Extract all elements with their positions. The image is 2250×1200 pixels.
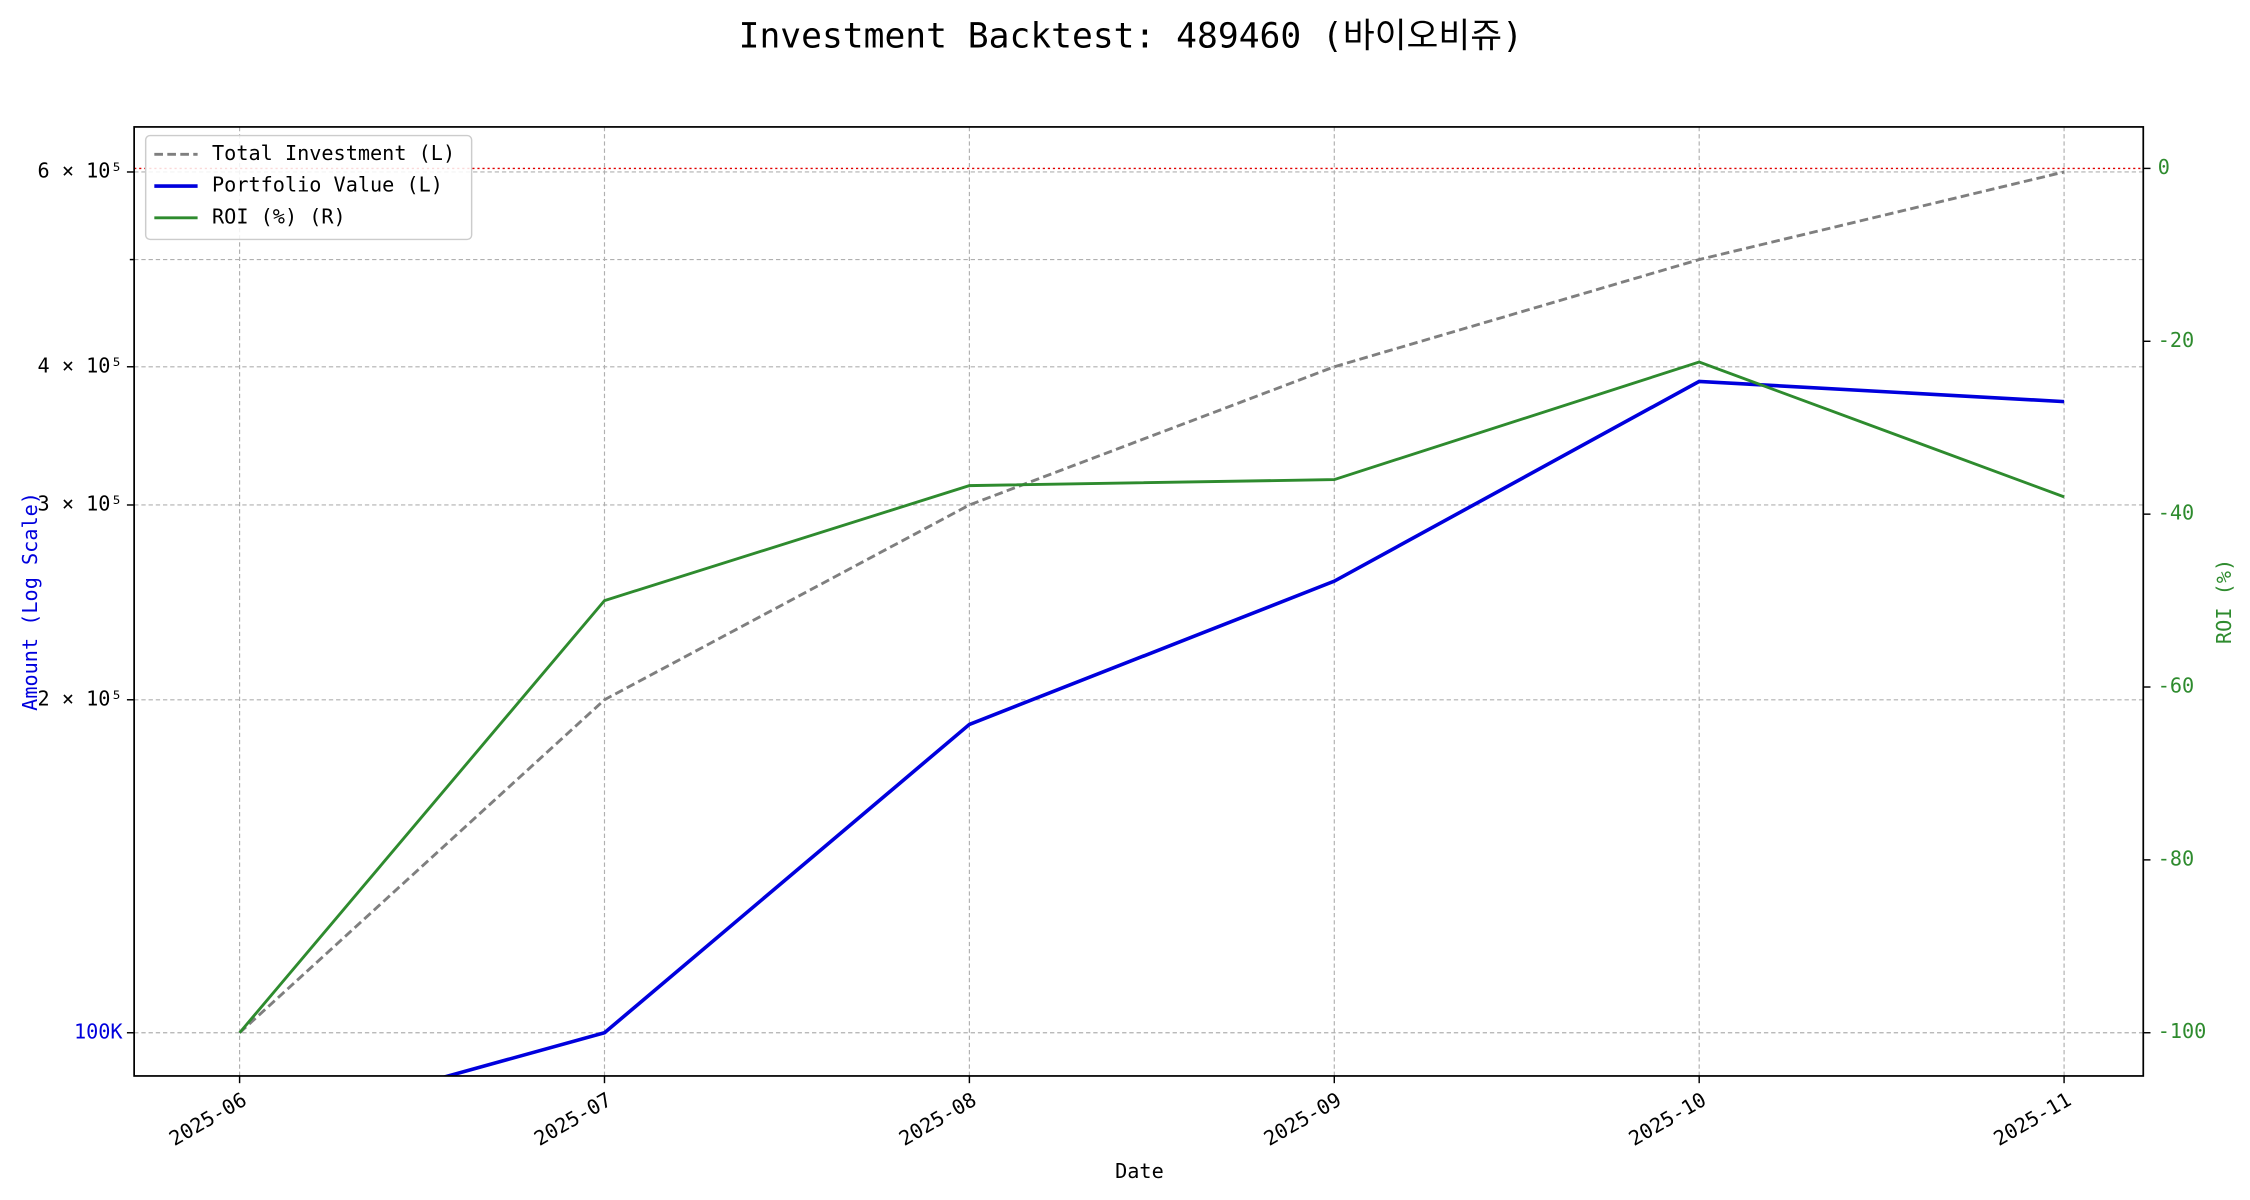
series-line xyxy=(238,360,2065,1034)
legend-label: Portfolio Value (L) xyxy=(212,173,443,197)
x-tick-label: 2025-09 xyxy=(1260,1087,1346,1150)
y2-tick-label: -20 xyxy=(2158,328,2194,352)
plot-frame xyxy=(133,126,2145,1077)
legend-label: Total Investment (L) xyxy=(212,141,455,165)
y2-tick-label: -100 xyxy=(2158,1019,2207,1043)
y2-axis-label: ROI (%) xyxy=(2212,559,2236,644)
plot-area xyxy=(238,170,2065,1076)
y2-tick-label: 0 xyxy=(2158,155,2170,179)
y-axis-label: Amount (Log Scale) xyxy=(18,492,42,711)
y-tick-label: 100K xyxy=(74,1019,123,1043)
series-line xyxy=(441,379,2065,1076)
y-tick-label: 4 × 10⁵ xyxy=(38,353,123,377)
x-tick-label: 2025-08 xyxy=(895,1087,981,1150)
y-tick-label: 6 × 10⁵ xyxy=(38,158,123,182)
legend-label: ROI (%) (R) xyxy=(212,204,346,228)
x-tick-label: 2025-10 xyxy=(1625,1087,1711,1150)
y-tick-label: 3 × 10⁵ xyxy=(38,491,123,515)
legend-box xyxy=(144,134,473,241)
x-tick-label: 2025-06 xyxy=(165,1087,251,1150)
x-axis-label: Date xyxy=(1115,1159,1164,1183)
y2-tick-label: -40 xyxy=(2158,501,2194,525)
y-tick-label: 2 × 10⁵ xyxy=(38,686,123,710)
y2-tick-label: -80 xyxy=(2158,846,2194,870)
chart-title: Investment Backtest: 489460 (바이오비쥬) xyxy=(739,17,1523,57)
x-tick-label: 2025-11 xyxy=(1989,1087,2075,1150)
x-tick-label: 2025-07 xyxy=(530,1087,616,1150)
y2-tick-label: -60 xyxy=(2158,674,2194,698)
series-line xyxy=(238,170,2065,1034)
